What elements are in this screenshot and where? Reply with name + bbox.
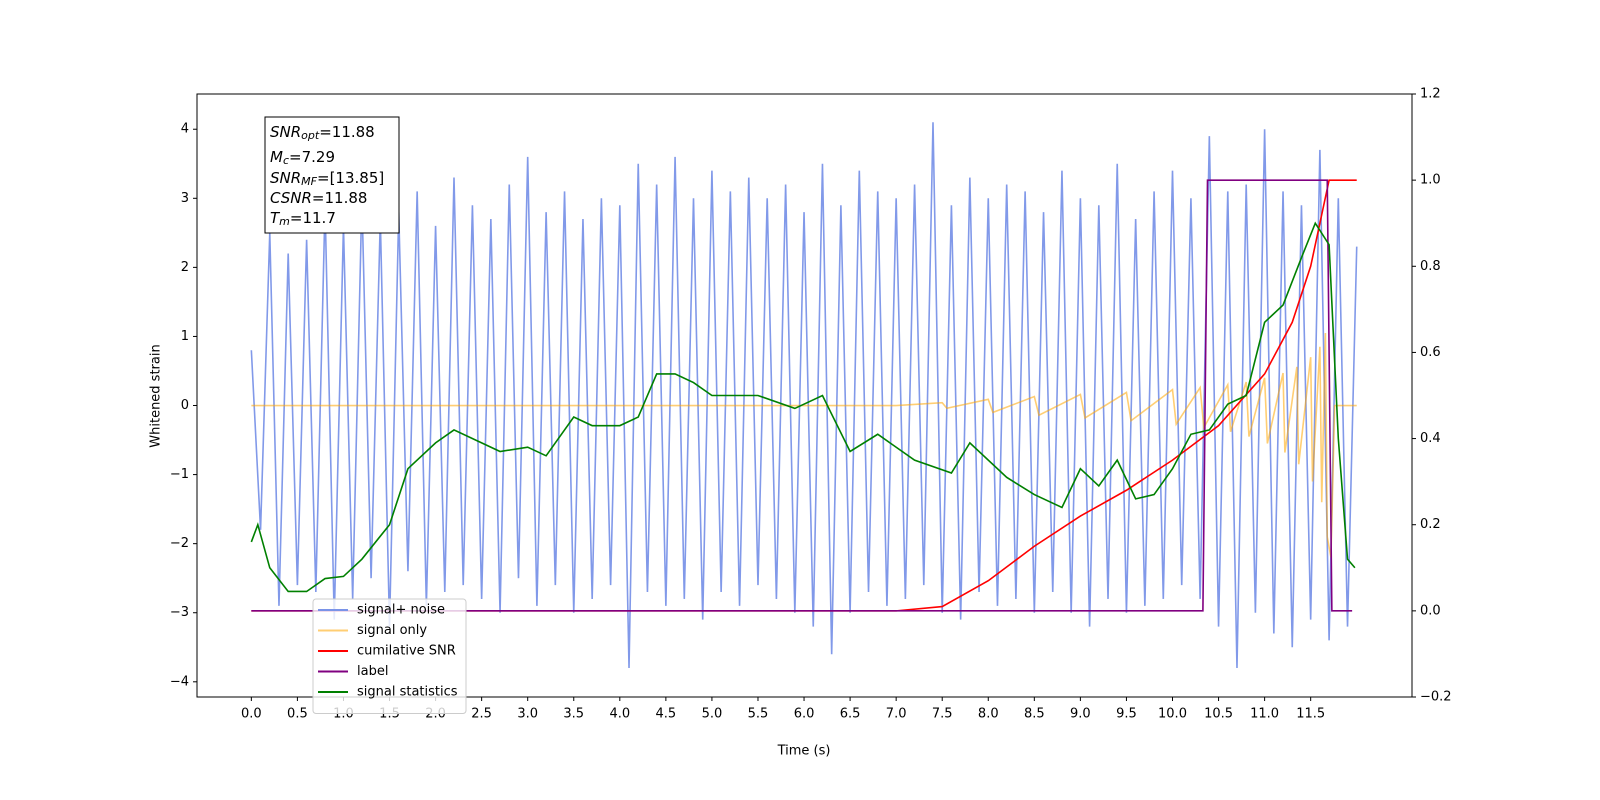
y2-tick-label: 1.0 [1420,173,1441,188]
x-tick-label: 6.5 [840,707,861,722]
annotation-text: =11.88 [312,189,368,207]
annotation-subscript: m [279,215,290,228]
y-tick-label: 1 [181,329,189,344]
y2-tick-label: 0.4 [1420,431,1441,446]
series-line [251,332,1357,558]
y-tick-label: −2 [170,536,189,551]
y2-tick-label: 0.6 [1420,345,1441,360]
y2-tick-label: 1.2 [1420,87,1441,102]
x-tick-label: 8.5 [1024,707,1045,722]
y-tick-label: −4 [170,674,189,689]
y-axis-label: Whitened strain [149,344,164,447]
x-tick-label: 7.0 [886,707,907,722]
x-tick-label: 6.0 [794,707,815,722]
x-tick-label: 0.5 [287,707,308,722]
annotation-symbol: SNR [270,169,301,187]
x-tick-label: 4.0 [609,707,630,722]
annotation-subscript: MF [301,175,317,188]
legend-box [312,598,467,714]
annotation-symbol: T [270,209,281,227]
series-line [251,179,1353,612]
annotation-text: =11.88 [319,123,375,141]
x-tick-label: 5.5 [748,707,769,722]
y2-tick-label: 0.2 [1420,517,1441,532]
annotation: Tm=11.7 [270,209,336,229]
annotation-symbol: SNR [270,123,301,141]
series-line [250,122,1358,669]
x-tick-label: 0.0 [241,707,262,722]
annotation: Mc=7.29 [270,148,335,168]
annotation-text: =7.29 [289,148,335,166]
annotation-text: =11.7 [290,209,336,227]
annotation: CSNR=11.88 [270,189,367,207]
y-tick-label: 4 [181,122,189,137]
y-tick-label: 0 [181,398,189,413]
annotation-symbol: M [270,148,283,166]
x-tick-label: 2.5 [471,707,492,722]
y-tick-label: 2 [181,260,189,275]
x-axis-label: Time (s) [777,744,831,759]
x-tick-label: 5.0 [702,707,723,722]
x-tick-label: 3.5 [563,707,584,722]
y2-tick-label: −0.2 [1420,690,1452,705]
annotation: SNRMF=[13.85] [270,169,384,189]
y-tick-label: 3 [181,191,189,206]
x-tick-label: 8.0 [978,707,999,722]
x-tick-label: 10.5 [1204,707,1233,722]
annotation-text: =[13.85] [317,169,384,187]
legend-label: cumilative SNR [357,644,456,659]
annotation-subscript: opt [301,129,320,142]
x-tick-label: 9.0 [1070,707,1091,722]
legend-label: label [357,664,388,679]
y-tick-label: −3 [170,605,189,620]
x-tick-label: 7.5 [932,707,953,722]
annotation: SNRopt=11.88 [270,123,375,143]
y2-tick-label: 0.8 [1420,259,1441,274]
x-tick-label: 3.0 [517,707,538,722]
legend-label: signal statistics [357,685,458,700]
y-tick-label: −1 [170,467,189,482]
x-tick-label: 10.0 [1158,707,1187,722]
legend-label: signal only [357,623,427,638]
legend-label: signal+ noise [357,603,445,618]
x-tick-label: 9.5 [1116,707,1137,722]
series-line [251,179,1357,612]
x-tick-label: 11.5 [1296,707,1325,722]
x-tick-label: 4.5 [656,707,677,722]
annotation-box [264,116,400,234]
annotation-subscript: c [283,154,289,167]
series-line [250,221,1356,593]
annotation-symbol: CSNR [270,189,312,207]
x-tick-label: 11.0 [1250,707,1279,722]
y2-tick-label: 0.0 [1420,603,1441,618]
